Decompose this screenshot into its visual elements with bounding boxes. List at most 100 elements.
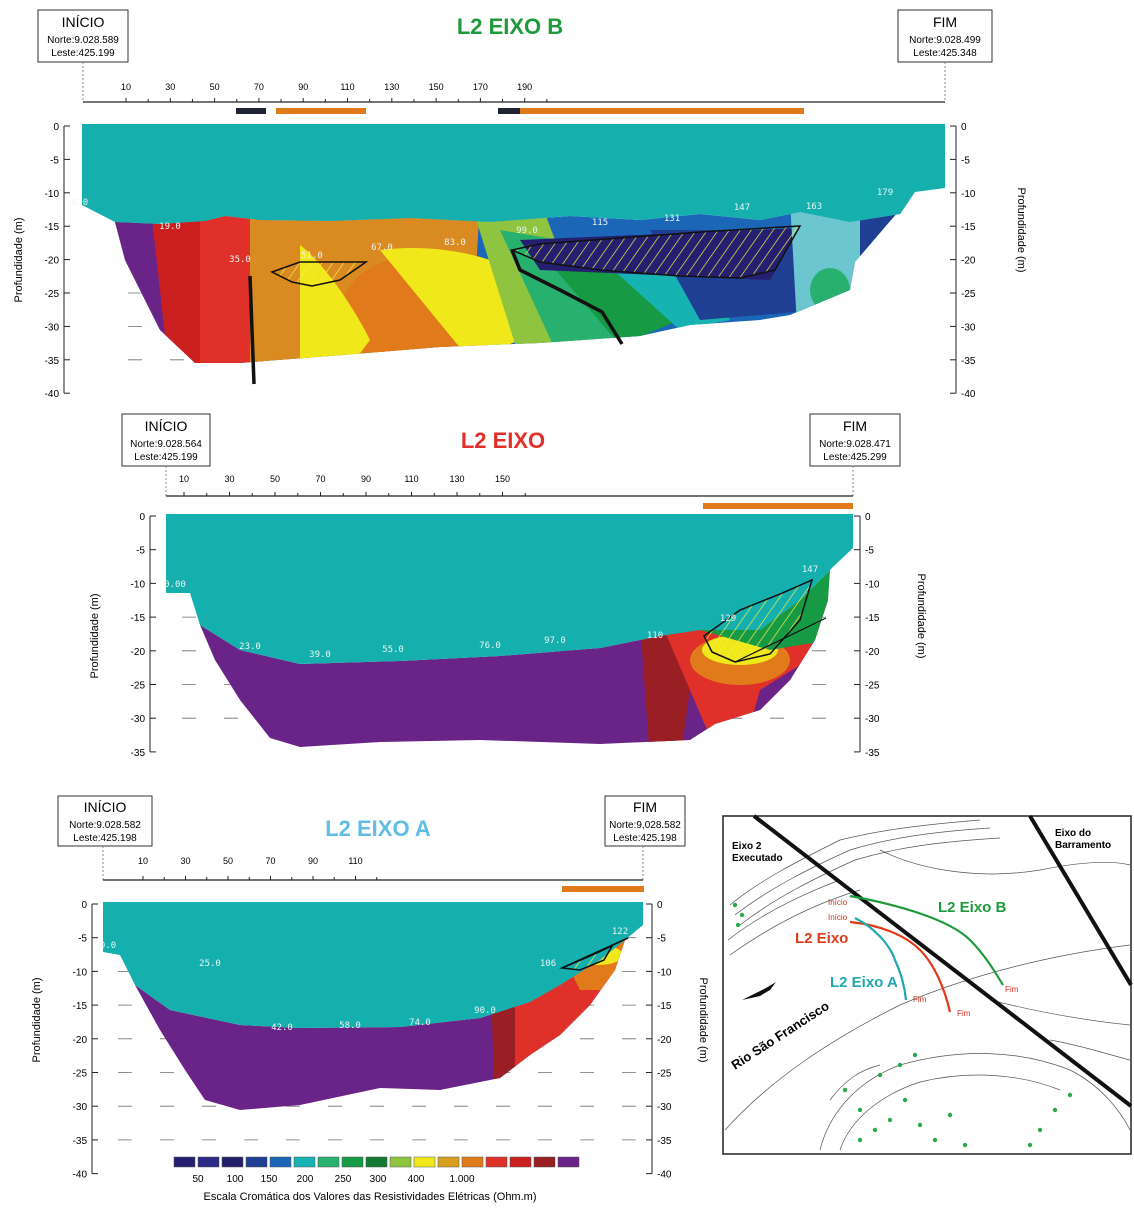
depth-tick-label-left: 0 [53,122,59,133]
x-tick-label: 110 [348,856,362,866]
legend-swatch [413,1156,436,1168]
station-label: 147 [802,565,818,575]
fault-line [510,249,624,345]
station-label: 42.0 [271,1023,293,1033]
depth-tick-label-right: -5 [865,546,874,557]
map-label-eixo2-sub: Executado [732,853,783,864]
map-label-inicio: Início [828,913,848,922]
map-marker-dot [872,1127,878,1133]
legend-swatch [245,1156,268,1168]
station-label: 147 [734,203,750,213]
station-label: 74.0 [409,1018,431,1028]
depth-tick-label-right: -30 [657,1102,672,1113]
profile-eixo-b: INÍCIO Norte:9.028.589 Leste:425.199 FIM… [13,9,1027,400]
map-label-inicio: Início [828,898,848,907]
marker-bar [703,503,853,509]
x-tick-label: 90 [298,82,308,92]
map-marker-dot [877,1072,883,1078]
map-markers [732,902,1073,1148]
fim-norte: Norte:9.028.471 [819,439,891,450]
depth-tick-label-left: -15 [73,1001,88,1012]
profile-title: L2 EIXO [461,428,545,453]
depth-tick-label-right: -15 [961,222,976,233]
depth-tick-label-left: -35 [131,748,146,759]
legend-label: 400 [408,1174,425,1185]
fault-line [561,937,629,969]
legend-label: 100 [227,1174,244,1185]
depth-tick-label-left: -10 [73,967,88,978]
depth-tick-label-left: 0 [139,512,145,523]
x-tick-label: 170 [473,82,488,92]
station-labels: 0.0 19.0 35.0 51.0 67.0 83.0 99.0 115 131 147 163 1… [72,188,893,265]
legend-label: 50 [192,1174,204,1185]
depth-tick-label-left: -5 [50,155,59,166]
legend-swatch [437,1156,460,1168]
depth-tick-label-left: -20 [131,647,146,658]
station-label: 55.0 [382,645,404,655]
contour-lines [724,819,1131,1151]
depth-tick-label-right: -40 [961,389,976,400]
inicio-leste: Leste:425.198 [73,833,137,844]
depth-tick-label-right: 0 [961,122,967,133]
inicio-norte: Norte:9.028.582 [69,820,141,831]
map-marker-dot [1067,1092,1073,1098]
station-label: 0.0 [100,941,116,951]
barramento-line [1028,814,1133,987]
map-marker-dot [1037,1127,1043,1133]
water-layer [82,124,945,224]
water-layer [166,514,853,664]
marker-bar [520,108,804,114]
depth-tick-label-right: -35 [865,748,880,759]
y-axis-label-left: Profundidade (m) [13,218,25,303]
profile-eixo-a: INÍCIO Norte:9.028.582 Leste:425.198 FIM… [31,795,709,1181]
depth-tick-label-left: -15 [131,613,146,624]
station-label: 90.0 [474,1006,496,1016]
depth-tick-label-left: -40 [45,389,60,400]
legend-swatch [293,1156,316,1168]
x-tick-label: 190 [517,82,532,92]
x-tick-label: 90 [308,856,318,866]
legend-swatch [365,1156,388,1168]
station-labels: 0.0 25.0 42.0 58.0 74.0 90.0 106 122 [100,927,628,1033]
station-label: 110 [647,631,663,641]
map-line-eixo-b [849,894,1004,986]
map-marker-dot [732,902,738,908]
map-marker-dot [897,1062,903,1068]
fim-norte: Norte:9,028.582 [609,820,681,831]
depth-tick-label-left: -10 [45,189,60,200]
depth-tick-label-left: -40 [73,1170,88,1181]
depth-tick-label-right: -25 [961,289,976,300]
legend-swatch [221,1156,244,1168]
depth-tick-label-left: 0 [81,900,87,911]
profile-eixo: INÍCIO Norte:9.028.564 Leste:425.199 FIM… [89,413,927,759]
depth-tick-label-right: -5 [657,934,666,945]
legend-label: 200 [297,1174,314,1185]
legend-swatch [173,1156,196,1168]
station-label: 83.0 [444,238,466,248]
depth-tick-label-left: -10 [131,579,146,590]
map-marker-dot [1027,1142,1033,1148]
x-tick-label: 50 [223,856,233,866]
inicio-label: INÍCIO [145,418,188,434]
legend-swatch [461,1156,484,1168]
depth-tick-label-right: -30 [865,714,880,725]
inicio-norte: Norte:9.028.589 [47,35,119,46]
x-axis: 10 30 50 70 90 110 [103,856,643,881]
x-tick-label: 30 [224,474,234,484]
legend-label: 150 [261,1174,278,1185]
depth-tick-label-left: -5 [136,546,145,557]
depth-tick-label-right: -35 [961,356,976,367]
anomaly-hatch [703,578,814,663]
fault-line [248,275,256,385]
marker-bar [236,108,266,114]
station-label: 39.0 [309,650,331,660]
depth-tick-label-right: -10 [961,189,976,200]
legend-swatch [269,1156,292,1168]
legend-swatches [173,1156,580,1168]
x-tick-label: 90 [361,474,371,484]
station-label: 179 [877,188,893,198]
station-label: 35.0 [229,255,251,265]
color-scale-legend: 50 100 150 200 250 300 400 1.000 Escala Cromáti… [173,1156,580,1203]
fim-box [897,9,993,63]
depth-tick-label-left: -20 [45,256,60,267]
